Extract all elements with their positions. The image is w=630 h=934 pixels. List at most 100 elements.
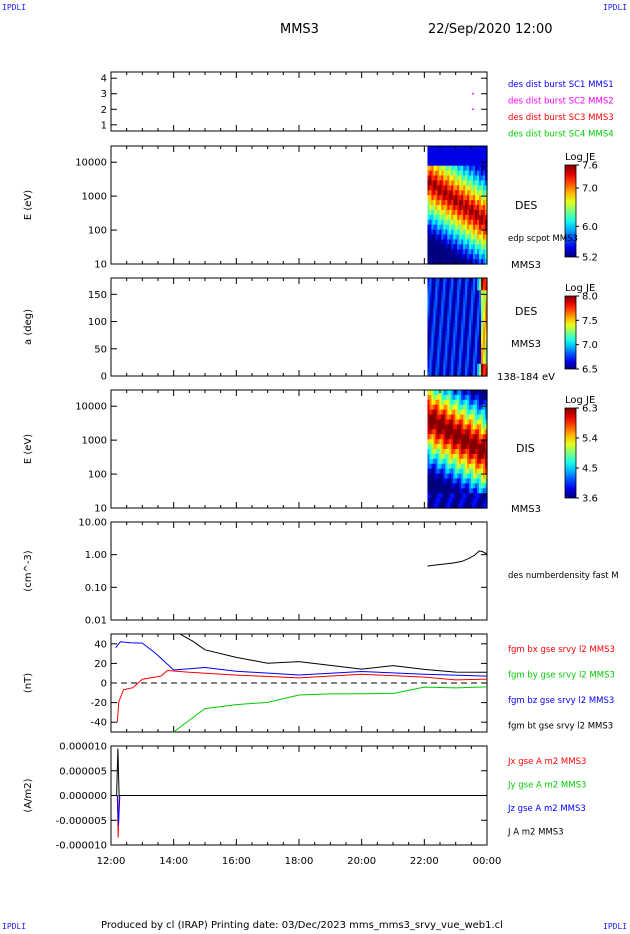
heatmap-cell	[481, 331, 484, 336]
heatmap-cell	[475, 503, 478, 509]
heatmap-cell	[443, 310, 446, 316]
heatmap-cell	[477, 318, 480, 324]
heatmap-cell	[443, 239, 446, 245]
heatmap-cell	[429, 165, 433, 172]
heatmap-cell	[439, 335, 442, 340]
heatmap-cell	[459, 478, 462, 485]
heatmap-cell	[431, 493, 435, 499]
heatmap-cell	[431, 458, 435, 465]
heatmap-cell	[483, 314, 486, 320]
heatmap-cell	[485, 254, 488, 260]
heatmap-cell	[463, 318, 466, 324]
heatmap-cell	[457, 195, 460, 201]
heatmap-cell	[433, 483, 437, 489]
panel-2	[110, 145, 579, 265]
heatmap-cell	[429, 298, 433, 304]
heatmap-cell	[469, 463, 472, 470]
heatmap-cell	[477, 493, 480, 499]
heatmap-cell	[473, 404, 476, 411]
heatmap-cell	[439, 463, 442, 470]
heatmap-cell	[473, 347, 476, 353]
heatmap-cell	[433, 249, 437, 255]
heatmap-cell	[479, 294, 482, 300]
heatmap-cell	[453, 185, 456, 191]
heatmap-cell	[477, 160, 480, 167]
series-line	[116, 795, 121, 826]
heatmap-cell	[441, 146, 444, 152]
heatmap-cell	[485, 190, 488, 196]
heatmap-cell	[481, 453, 484, 460]
heatmap-cell	[471, 314, 474, 320]
heatmap-cell	[461, 351, 464, 357]
heatmap-cell	[453, 498, 456, 504]
heatmap-cell	[477, 483, 480, 489]
heatmap-cell	[469, 355, 472, 361]
heatmap-cell	[461, 146, 464, 152]
heatmap-cell	[481, 478, 484, 485]
heatmap-cell	[459, 439, 462, 445]
heatmap-cell	[455, 424, 458, 430]
heatmap-cell	[443, 170, 446, 177]
heatmap-cell	[439, 478, 442, 485]
heatmap-cell	[437, 160, 440, 167]
y-tick-label: 0	[101, 372, 107, 383]
heatmap-cell	[439, 498, 442, 504]
heatmap-cell	[437, 483, 440, 489]
heatmap-cell	[469, 444, 472, 450]
heatmap-cell	[473, 503, 476, 509]
x-tick-label: 14:00	[159, 856, 188, 867]
heatmap-cell	[485, 234, 488, 241]
heatmap-cell	[483, 254, 486, 260]
heatmap-cell	[433, 278, 437, 283]
heatmap-cell	[427, 146, 431, 152]
heatmap-cell	[427, 331, 431, 336]
heatmap-cell	[449, 327, 452, 332]
heatmap-cell	[481, 351, 484, 357]
heatmap-cell	[469, 339, 472, 344]
heatmap-cell	[485, 414, 488, 421]
heatmap-cell	[437, 146, 440, 152]
heatmap-cell	[449, 390, 452, 396]
heatmap-cell	[433, 327, 437, 332]
heatmap-cell	[461, 214, 464, 221]
heatmap-cell	[481, 434, 484, 440]
heatmap-cell	[475, 343, 478, 349]
heatmap-cell	[447, 359, 450, 365]
heatmap-cell	[459, 473, 462, 480]
heatmap-cell	[445, 155, 448, 162]
heatmap-cell	[479, 458, 482, 465]
heatmap-cell	[441, 409, 444, 416]
heatmap-cell	[457, 488, 460, 494]
heatmap-cell	[443, 290, 446, 295]
heatmap-cell	[449, 449, 452, 455]
heatmap-cell	[459, 335, 462, 340]
colorbar	[564, 407, 577, 499]
heatmap-cell	[455, 278, 458, 283]
heatmap-cell	[479, 463, 482, 470]
heatmap-cell	[469, 314, 472, 320]
heatmap-cell	[437, 327, 440, 332]
heatmap-cell	[449, 185, 452, 191]
heatmap-cell	[435, 229, 438, 236]
heatmap-cell	[473, 371, 476, 377]
heatmap-cell	[475, 463, 478, 470]
heatmap-cell	[449, 359, 452, 365]
heatmap-cell	[455, 347, 458, 353]
heatmap-cell	[465, 278, 468, 283]
heatmap-cell	[451, 219, 454, 226]
heatmap-cell	[469, 359, 472, 365]
heatmap-cell	[431, 439, 435, 445]
heatmap-cell	[445, 259, 448, 265]
heatmap-cell	[445, 371, 448, 377]
y-tick-label: -0.000010	[56, 841, 107, 852]
panel-label: MMS3	[511, 504, 541, 515]
heatmap-cell	[435, 185, 438, 191]
heatmap-cell	[463, 483, 466, 489]
heatmap-cell	[447, 170, 450, 177]
heatmap-cell	[477, 175, 480, 182]
heatmap-cell	[447, 331, 450, 336]
heatmap-cell	[485, 286, 488, 291]
heatmap-cell	[441, 424, 444, 430]
heatmap-cell	[435, 302, 438, 308]
heatmap-cell	[447, 478, 450, 485]
